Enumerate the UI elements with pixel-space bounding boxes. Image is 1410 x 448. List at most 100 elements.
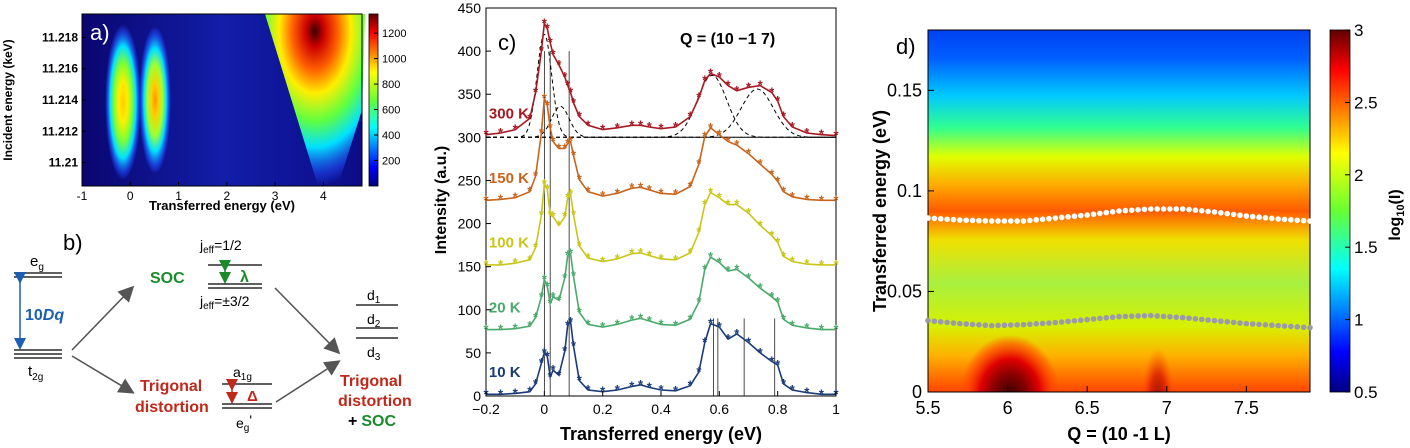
y-tick-label: 0.1 <box>897 181 922 201</box>
grey-dot <box>1256 321 1262 328</box>
data-point: * <box>498 257 504 272</box>
data-point: * <box>483 257 489 272</box>
grey-dot <box>982 322 989 329</box>
data-point: * <box>629 312 635 327</box>
data-point: * <box>734 326 740 341</box>
data-point: * <box>708 185 714 200</box>
grey-dot <box>1071 318 1078 324</box>
x-tick-label: 5.5 <box>915 398 940 418</box>
panel-d-colorbar-ticks: 0.5 1 1.5 2 2.5 3 <box>1345 21 1378 402</box>
data-point: * <box>726 134 732 149</box>
white-dot <box>1033 217 1040 223</box>
cb-log: log <box>1387 217 1404 241</box>
data-point: * <box>556 141 562 156</box>
jeff-top-value: =1/2 <box>214 237 242 253</box>
grey-dot <box>1046 320 1052 326</box>
white-dot <box>1065 214 1071 220</box>
data-point: * <box>688 109 694 124</box>
y-tick-label: 200 <box>458 216 482 232</box>
panel-d-x-ticks: 5.5 6 6.5 7 7.5 <box>915 386 1259 418</box>
grey-dot <box>1179 314 1186 321</box>
white-dot <box>1148 206 1154 212</box>
x-tick-label: 0.6 <box>710 401 730 417</box>
data-point: * <box>688 378 694 393</box>
white-dot <box>1167 206 1173 212</box>
colorbar-tick-label: 1 <box>1354 311 1363 330</box>
panel-d-y-ticks: 0 0.05 0.1 0.15 <box>887 80 934 402</box>
grey-dot <box>1186 315 1192 321</box>
data-point: * <box>568 314 574 329</box>
data-point: * <box>726 263 732 278</box>
data-point: * <box>551 47 557 62</box>
white-dot <box>1014 218 1020 224</box>
grey-dot <box>1269 322 1275 329</box>
ten-dq-number: 10 <box>25 307 43 324</box>
panel-a: a) -1 0 1 2 3 4 11.21811.21611.21411.21211.21… <box>1 13 406 213</box>
white-dot <box>1269 215 1275 222</box>
x-tick-label: 7.5 <box>1234 398 1259 418</box>
data-point: * <box>775 294 781 309</box>
data-point: * <box>658 185 664 200</box>
white-dot <box>1097 210 1103 217</box>
colorbar-tick-label: 2 <box>1354 166 1363 185</box>
data-point: * <box>533 240 539 255</box>
svg-text:jeff=±3/2: jeff=±3/2 <box>199 293 250 312</box>
grey-dot <box>1122 313 1129 320</box>
series-line-300-k <box>485 20 837 137</box>
data-point: * <box>638 179 644 194</box>
data-point: * <box>615 251 621 266</box>
white-dot <box>988 218 995 224</box>
arrow-trig-to-d <box>275 360 341 403</box>
grey-dot <box>1109 314 1116 320</box>
white-dot <box>1243 213 1250 219</box>
grey-dot <box>1141 312 1148 319</box>
grey-dot <box>1033 321 1040 327</box>
white-dot <box>1071 213 1078 220</box>
white-dot <box>1007 218 1014 224</box>
data-point: * <box>551 134 557 149</box>
data-point: * <box>629 246 635 261</box>
colorbar-tick-label: 400 <box>382 130 400 142</box>
grey-dot <box>1198 316 1205 323</box>
panel-d-y-label: Transferred energy (eV) <box>870 110 890 312</box>
colorbar-tick-label: 200 <box>382 156 400 168</box>
data-point: * <box>746 335 752 350</box>
data-point: * <box>688 245 694 260</box>
fit-curves <box>486 33 836 138</box>
panel-a-colorbar <box>368 13 379 187</box>
colorbar-tick-label: 1000 <box>382 54 406 66</box>
white-dot <box>1052 215 1059 221</box>
data-point: * <box>533 84 539 99</box>
cb-log-sub: 10 <box>1395 204 1407 216</box>
data-point: * <box>833 192 839 207</box>
x-tick-label: 0.2 <box>593 401 613 417</box>
grey-dot <box>1090 316 1097 322</box>
temperature-labels: 10 K 20 K 100 K 150 K 300 K <box>489 105 529 381</box>
lambda-label: λ <box>240 269 249 286</box>
data-point: * <box>833 322 839 337</box>
data-point: * <box>717 319 723 334</box>
data-point: * <box>615 185 621 200</box>
grey-dot <box>1058 319 1065 325</box>
data-point: * <box>717 190 723 205</box>
y-tick-label: 350 <box>458 86 482 102</box>
grey-dot <box>1192 315 1199 322</box>
white-dot <box>1218 210 1224 216</box>
panel-a-x-label: Transferred energy (eV) <box>149 198 295 213</box>
series-line-10-k <box>486 319 836 396</box>
panel-d-x-label: Q = (10 -1 L) <box>1067 424 1171 444</box>
grey-dot <box>1307 324 1313 331</box>
data-point: * <box>556 217 562 232</box>
data-point: * <box>565 190 571 205</box>
grey-dot <box>1052 319 1059 326</box>
data-point: * <box>833 257 839 272</box>
data-point: * <box>781 109 787 124</box>
data-point: * <box>708 249 714 264</box>
grey-dot <box>1065 318 1071 325</box>
x-tick-label: 6.5 <box>1075 398 1100 418</box>
data-point: * <box>696 224 702 239</box>
data-point: * <box>769 84 775 99</box>
grey-dot <box>1281 323 1288 329</box>
white-dot <box>1211 209 1218 215</box>
white-dot <box>995 218 1001 224</box>
